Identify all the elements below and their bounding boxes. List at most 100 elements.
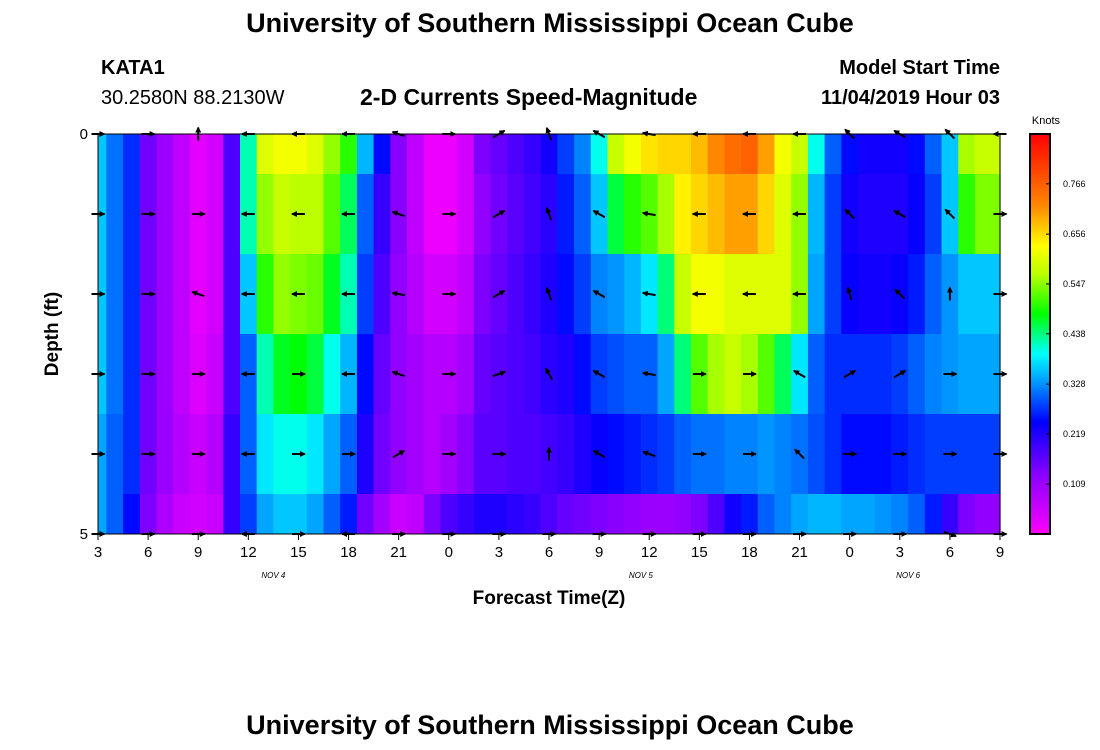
heatmap-cell: [306, 494, 325, 535]
x-tick-label: 18: [741, 544, 758, 561]
current-vector-arrow: [492, 209, 506, 219]
heatmap-cell: [991, 494, 1001, 535]
heatmap-cell: [123, 334, 141, 415]
heatmap-cell: [273, 494, 291, 535]
currents-heatmap-chart: 3 6 9 12 15 18 21 0 3 6 9 12 15 18 21 0 3 6 9 NOV 4 NOV 5 NOV…: [42, 115, 1086, 609]
heatmap-cell: [574, 254, 592, 335]
heatmap-cell: [824, 254, 842, 335]
x-tick-label: 21: [791, 544, 808, 561]
heatmap-cell: [273, 174, 291, 255]
current-vector-arrow: [844, 128, 855, 140]
current-vector-arrow: [545, 286, 553, 301]
heatmap-cell: [507, 334, 525, 415]
heatmap-cell: [356, 334, 375, 415]
heatmap-cell: [574, 414, 592, 495]
heatmap-cell: [523, 494, 542, 535]
x-tick-label: 12: [641, 544, 658, 561]
colorbar-tick-label: 0.547: [1063, 279, 1086, 289]
colorbar-tick-label: 0.766: [1063, 179, 1086, 189]
heatmap-cell: [724, 134, 742, 175]
heatmap-cell: [407, 174, 425, 255]
x-axis-label: Forecast Time(Z): [473, 588, 626, 609]
heatmap-cell: [908, 334, 926, 415]
x-tick-label: 15: [691, 544, 708, 561]
heatmap-cell: [624, 254, 642, 335]
current-vector-arrow: [843, 369, 857, 379]
heatmap-cell: [473, 254, 492, 335]
heatmap-cell: [256, 254, 274, 335]
heatmap-cell: [223, 414, 241, 495]
heatmap-cell: [958, 334, 976, 415]
heatmap-cell: [824, 174, 842, 255]
heatmap-cell: [523, 334, 542, 415]
heatmap-cell: [407, 414, 425, 495]
heatmap-cell: [858, 254, 876, 335]
heatmap-cell: [323, 494, 341, 535]
heatmap-cell: [924, 334, 943, 415]
station-id: KATA1: [101, 57, 165, 79]
current-vector-arrow: [492, 289, 506, 299]
heatmap-cell: [407, 334, 425, 415]
model-start-value: 11/04/2019 Hour 03: [820, 87, 1000, 109]
heatmap-cell: [273, 134, 291, 175]
heatmap-cell: [106, 254, 124, 335]
heatmap-cell: [273, 334, 291, 415]
heatmap-cell: [189, 134, 208, 175]
heatmap-cell: [256, 414, 274, 495]
heatmap-cell: [523, 134, 542, 175]
colorbar-tick-label: 0.109: [1063, 479, 1086, 489]
heatmap-cell: [356, 254, 375, 335]
heatmap-cell: [106, 134, 124, 175]
heatmap-cell: [791, 494, 809, 535]
heatmap-cell: [590, 134, 609, 175]
current-vector-arrow: [592, 209, 606, 219]
heatmap-cell: [807, 254, 826, 335]
heatmap-cell: [624, 494, 642, 535]
heatmap-cell: [741, 134, 759, 175]
current-vector-arrow: [893, 129, 906, 139]
y-axis-label: Depth (ft): [42, 292, 63, 376]
heatmap-cell: [841, 134, 859, 175]
heatmap-cell: [774, 254, 792, 335]
current-vector-arrow: [641, 130, 656, 137]
heatmap-cell: [757, 174, 776, 255]
heatmap-cell: [690, 494, 709, 535]
heatmap-cell: [724, 254, 742, 335]
heatmap-cell: [707, 254, 725, 335]
heatmap-cell: [457, 134, 475, 175]
heatmap-cell: [390, 134, 408, 175]
heatmap-cell: [891, 494, 909, 535]
x-tick-label: 6: [144, 544, 152, 561]
current-vector-arrow: [544, 367, 554, 381]
x-tick-label: 9: [194, 544, 202, 561]
heatmap-cell: [858, 174, 876, 255]
heatmap-cell: [139, 134, 158, 175]
heatmap-cell: [824, 494, 842, 535]
heatmap-cell: [807, 494, 826, 535]
heatmap-cell: [774, 134, 792, 175]
heatmap-cell: [657, 334, 675, 415]
heatmap-cell: [123, 134, 141, 175]
heatmap-cell: [707, 334, 725, 415]
current-vector-arrow: [492, 370, 506, 378]
heatmap-cell: [206, 414, 224, 495]
heatmap-cell: [490, 134, 508, 175]
heatmap-cell: [457, 254, 475, 335]
heatmap-cell: [106, 334, 124, 415]
heatmap-cell: [223, 494, 241, 535]
heatmap-cell: [958, 134, 976, 175]
heatmap-cell: [607, 134, 625, 175]
current-vector-arrow: [391, 370, 406, 378]
heatmap-cell: [306, 174, 325, 255]
heatmap-cell: [690, 134, 709, 175]
heatmap-cell: [423, 174, 442, 255]
heatmap-cell: [924, 414, 943, 495]
heatmap-cell: [958, 174, 976, 255]
heatmap-cell: [373, 414, 391, 495]
heatmap-cell: [373, 334, 391, 415]
heatmap-cell: [557, 494, 575, 535]
heatmap-cell: [356, 174, 375, 255]
x-tick-label: 3: [94, 544, 102, 561]
heatmap-cell: [941, 494, 959, 535]
heatmap-cell: [223, 134, 241, 175]
